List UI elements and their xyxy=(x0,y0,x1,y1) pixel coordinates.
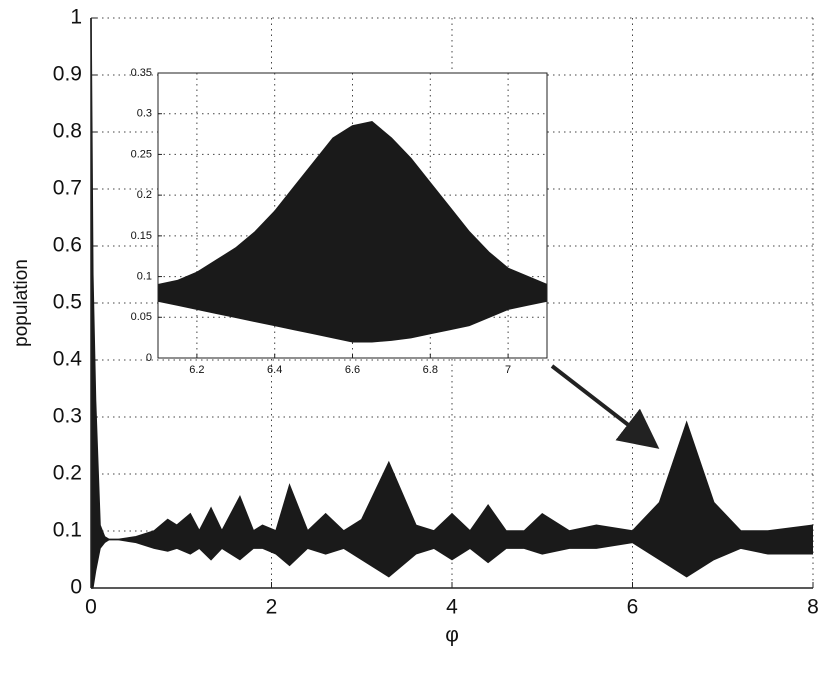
y-tick-label: 0.25 xyxy=(131,148,152,160)
y-tick-label: 0.7 xyxy=(53,177,82,200)
y-tick-label: 0 xyxy=(70,576,82,599)
y-tick-label: 0.2 xyxy=(137,189,152,201)
x-tick-label: 7 xyxy=(505,364,511,376)
arrow xyxy=(550,364,660,449)
y-tick-label: 0.15 xyxy=(131,230,152,242)
x-tick-label: 6.2 xyxy=(189,364,204,376)
x-axis-label: φ xyxy=(445,624,459,647)
envelope-line xyxy=(90,17,814,541)
y-axis-label: population xyxy=(11,259,32,347)
x-tick-label: 6 xyxy=(627,596,639,619)
y-tick-label: 0.1 xyxy=(53,519,82,542)
envelope-line xyxy=(157,121,548,286)
x-tick-label: 8 xyxy=(807,596,819,619)
x-tick-label: 4 xyxy=(446,596,458,619)
y-tick-label: 0.2 xyxy=(53,462,82,485)
envelope-line xyxy=(157,300,548,343)
y-tick-label: 1 xyxy=(70,6,82,29)
y-tick-label: 0.6 xyxy=(53,234,82,257)
inset-plot: 0 0.05 0.1 0.15 0.2 0.25 0.3 0.35 6.2 6.4 6.6 6.8 7 xyxy=(131,67,548,376)
x-tick-label: 2 xyxy=(266,596,278,619)
y-tick-label: 0.05 xyxy=(131,311,152,323)
y-tick-label: 0.3 xyxy=(53,405,82,428)
y-tick-label: 0.8 xyxy=(53,120,82,143)
y-tick-label: 0 xyxy=(146,352,152,364)
x-tick-label: 6.8 xyxy=(423,364,438,376)
y-tick-label: 0.9 xyxy=(53,63,82,86)
x-tick-label: 0 xyxy=(85,596,97,619)
y-tick-label: 0.4 xyxy=(53,348,83,371)
x-tick-label: 6.4 xyxy=(267,364,282,376)
y-tick-label: 0.5 xyxy=(53,291,82,314)
axes-frame xyxy=(157,72,548,359)
y-tick-label: 0.1 xyxy=(137,270,152,282)
x-tick-label: 6.6 xyxy=(345,364,360,376)
envelope-line xyxy=(91,538,813,589)
y-tick-label: 0.35 xyxy=(131,67,152,79)
band-fill xyxy=(158,121,547,342)
y-tick-label: 0.3 xyxy=(137,108,152,120)
